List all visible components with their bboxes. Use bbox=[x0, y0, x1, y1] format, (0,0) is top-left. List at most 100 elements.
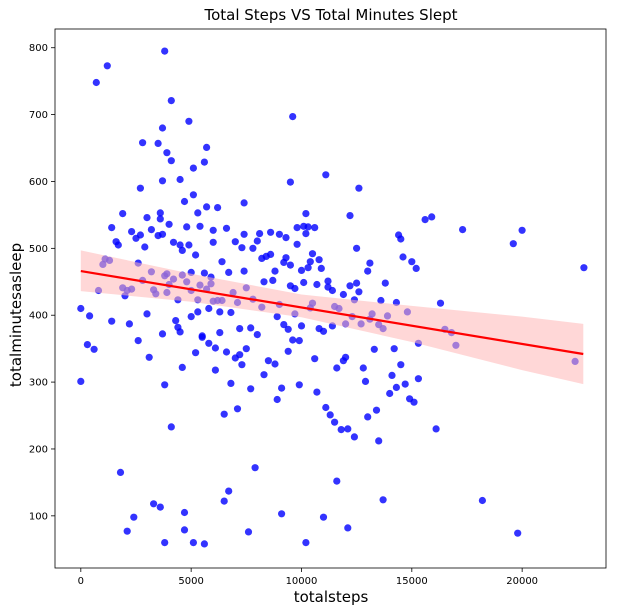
scatter-point bbox=[306, 258, 314, 266]
scatter-point bbox=[286, 178, 294, 186]
scatter-point bbox=[86, 312, 94, 320]
scatter-point bbox=[302, 230, 310, 238]
scatter-point bbox=[381, 279, 389, 287]
scatter-point bbox=[432, 425, 440, 433]
scatter-point bbox=[77, 304, 85, 313]
y-tick-label: 100 bbox=[29, 511, 48, 522]
y-tick-label: 800 bbox=[29, 43, 48, 54]
scatter-point bbox=[216, 308, 224, 316]
scatter-point bbox=[220, 497, 228, 505]
scatter-point bbox=[161, 539, 169, 547]
scatter-point bbox=[128, 228, 136, 236]
scatter-point bbox=[194, 308, 202, 316]
scatter-point bbox=[163, 149, 171, 157]
scatter-point bbox=[189, 539, 197, 547]
scatter-point bbox=[187, 313, 195, 321]
scatter-point bbox=[319, 327, 328, 335]
scatter-point bbox=[386, 389, 394, 398]
scatter-point bbox=[165, 220, 173, 228]
scatter-point bbox=[251, 464, 259, 472]
scatter-point bbox=[196, 222, 204, 230]
scatter-point bbox=[141, 243, 149, 251]
scatter-point bbox=[375, 437, 383, 445]
scatter-point bbox=[108, 317, 116, 325]
chart-title: Total Steps VS Total Minutes Slept bbox=[203, 6, 457, 24]
y-tick-label: 500 bbox=[29, 244, 48, 255]
scatter-point bbox=[205, 304, 213, 313]
plot-frame bbox=[54, 28, 607, 569]
scatter-point bbox=[410, 398, 418, 406]
scatter-point bbox=[256, 230, 264, 238]
scatter-point bbox=[227, 379, 235, 387]
scatter-point bbox=[216, 329, 224, 337]
scatter-point bbox=[134, 337, 142, 345]
scatter-point bbox=[397, 235, 405, 243]
x-axis-label: totalsteps bbox=[294, 588, 369, 606]
x-axis-ticks: 0 5000 10000 15000 20000 bbox=[78, 568, 538, 587]
x-tick-label: 0 bbox=[78, 576, 84, 587]
scatter-point bbox=[344, 425, 352, 433]
scatter-point bbox=[580, 264, 588, 272]
scatter-point bbox=[333, 477, 341, 485]
scatter-point bbox=[238, 361, 246, 369]
scatter-point bbox=[158, 230, 167, 238]
y-tick-label: 400 bbox=[29, 311, 48, 322]
scatter-point bbox=[218, 258, 226, 266]
scatter-point bbox=[322, 171, 330, 179]
scatter-point bbox=[260, 278, 268, 286]
scatter-point bbox=[377, 296, 385, 305]
scatter-point bbox=[379, 496, 387, 504]
scatter-point bbox=[203, 203, 211, 211]
scatter-point bbox=[304, 264, 312, 272]
scatter-point bbox=[211, 366, 219, 374]
scatter-point bbox=[233, 405, 242, 413]
scatter-point bbox=[286, 261, 294, 269]
y-axis-ticks: 100 200 300 400 500 600 700 800 bbox=[29, 43, 55, 522]
scatter-point bbox=[289, 336, 297, 344]
scatter-point bbox=[116, 468, 125, 476]
scatter-point bbox=[247, 385, 255, 393]
scatter-point bbox=[130, 513, 138, 521]
scatter-point bbox=[278, 384, 286, 392]
scatter-point bbox=[220, 410, 228, 418]
scatter-point bbox=[156, 215, 164, 223]
scatter-point bbox=[331, 418, 339, 426]
scatter-point bbox=[185, 241, 193, 249]
scatter-point bbox=[271, 267, 279, 275]
scatter-point bbox=[315, 256, 323, 264]
scatter-point bbox=[139, 139, 147, 147]
confidence-band bbox=[80, 250, 584, 385]
scatter-point bbox=[421, 216, 429, 224]
scatter-point bbox=[353, 279, 361, 287]
regression-line bbox=[80, 269, 584, 356]
scatter-point bbox=[328, 286, 336, 295]
scatter-point bbox=[308, 250, 317, 258]
scatter-point bbox=[414, 375, 422, 383]
scatter-point bbox=[291, 284, 299, 293]
scatter-point bbox=[180, 197, 189, 206]
scatter-point bbox=[284, 347, 292, 355]
scatter-point bbox=[355, 288, 363, 296]
scatter-point bbox=[324, 277, 332, 285]
scatter-point bbox=[295, 337, 303, 345]
scatter-point bbox=[313, 280, 321, 289]
scatter-point bbox=[267, 228, 275, 236]
scatter-point bbox=[167, 157, 175, 165]
scatter-point bbox=[90, 345, 98, 353]
scatter-point bbox=[273, 395, 281, 404]
scatter-point bbox=[83, 341, 91, 349]
scatter-point bbox=[342, 353, 350, 361]
x-tick-label: 10000 bbox=[286, 576, 318, 587]
y-axis-label: totalminutesasleep bbox=[7, 243, 25, 387]
scatter-point bbox=[240, 199, 248, 207]
scatter-point bbox=[518, 226, 526, 234]
scatter-point bbox=[158, 330, 167, 338]
x-tick-label: 20000 bbox=[506, 576, 538, 587]
scatter-point bbox=[313, 388, 321, 396]
scatter-point bbox=[364, 413, 372, 421]
scatter-point bbox=[242, 345, 250, 353]
scatter-point bbox=[214, 204, 222, 212]
scatter-point bbox=[231, 238, 239, 246]
scatter-point bbox=[176, 175, 184, 184]
